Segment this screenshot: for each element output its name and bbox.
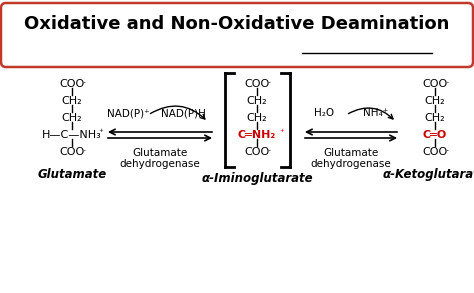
Text: NH₄⁺: NH₄⁺ [364, 108, 389, 118]
Text: COO: COO [245, 79, 270, 89]
Text: Glutamate: Glutamate [132, 148, 188, 158]
Text: CH₂: CH₂ [246, 96, 267, 106]
Text: ·: · [268, 78, 272, 88]
Text: CH₂: CH₂ [62, 96, 82, 106]
FancyBboxPatch shape [1, 3, 473, 67]
Text: COO: COO [422, 79, 447, 89]
Text: dehydrogenase: dehydrogenase [310, 159, 392, 169]
Text: CH₂: CH₂ [425, 96, 445, 106]
FancyArrowPatch shape [348, 108, 393, 119]
Text: ·: · [83, 78, 87, 88]
Text: ·: · [446, 78, 450, 88]
Text: C═NH₂: C═NH₂ [238, 130, 276, 140]
Text: NAD(P)H: NAD(P)H [161, 108, 205, 118]
Text: NAD(P)⁺: NAD(P)⁺ [107, 108, 149, 118]
FancyArrowPatch shape [150, 106, 205, 119]
Text: α-Iminoglutarate: α-Iminoglutarate [201, 172, 313, 185]
Text: C═O: C═O [423, 130, 447, 140]
Text: COO: COO [59, 79, 85, 89]
Text: ·: · [268, 146, 272, 156]
Text: CH₂: CH₂ [425, 113, 445, 123]
Text: COO: COO [245, 147, 270, 157]
Text: α-Ketoglutarate: α-Ketoglutarate [383, 168, 474, 181]
Text: COO: COO [59, 147, 85, 157]
Text: COO: COO [422, 147, 447, 157]
Text: Glutamate: Glutamate [323, 148, 379, 158]
Text: Oxidative and Non-Oxidative Deamination: Oxidative and Non-Oxidative Deamination [24, 15, 450, 33]
Text: H—C—NH₃: H—C—NH₃ [42, 130, 102, 140]
Text: H₂O: H₂O [314, 108, 334, 118]
Text: CH₂: CH₂ [62, 113, 82, 123]
Text: ⁺: ⁺ [279, 128, 284, 137]
Text: ·: · [446, 146, 450, 156]
Text: ⁺: ⁺ [98, 128, 103, 137]
Text: CH₂: CH₂ [246, 113, 267, 123]
Text: Glutamate: Glutamate [37, 168, 107, 181]
Text: dehydrogenase: dehydrogenase [119, 159, 201, 169]
Text: ·: · [83, 146, 87, 156]
